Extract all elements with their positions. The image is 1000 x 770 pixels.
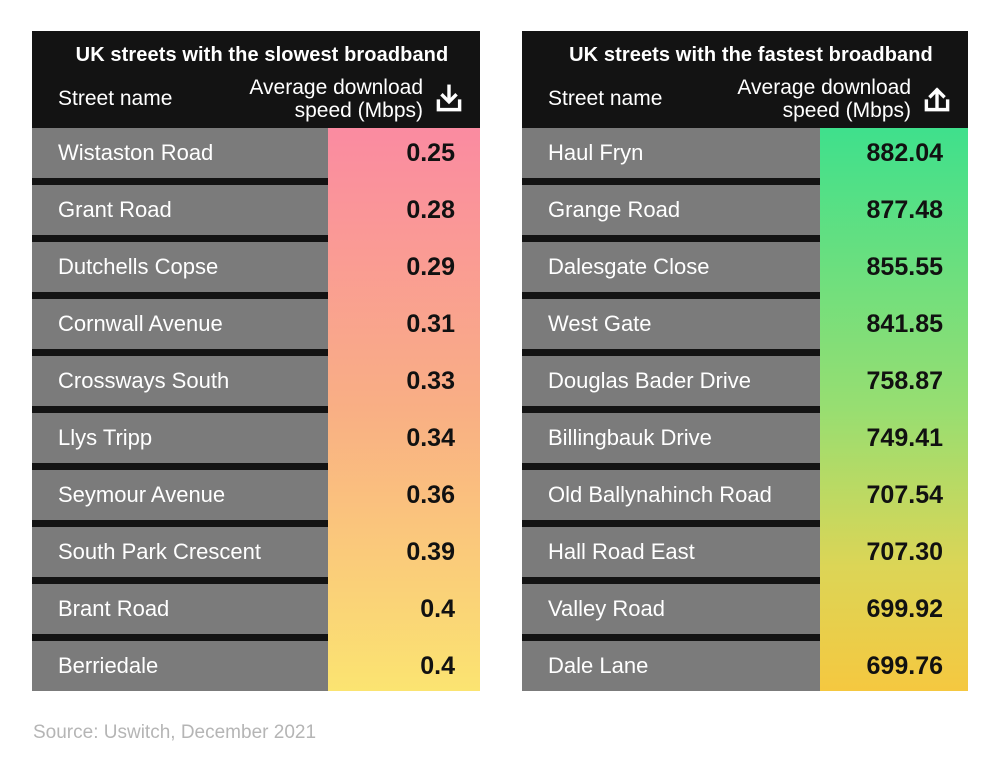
fastest-broadband-table: UK streets with the fastest broadband St… bbox=[522, 31, 968, 691]
table-row: Old Ballynahinch Road 707.54 bbox=[522, 470, 968, 520]
street-name-cell: Haul Fryn bbox=[522, 128, 820, 178]
table-row: Dutchells Copse 0.29 bbox=[32, 242, 480, 292]
table-row: West Gate 841.85 bbox=[522, 299, 968, 349]
street-name-cell: Grant Road bbox=[32, 185, 328, 235]
speed-value-cell: 749.41 bbox=[866, 423, 943, 452]
table-row: Crossways South 0.33 bbox=[32, 356, 480, 406]
slowest-speed-gradient-column bbox=[328, 128, 480, 691]
speed-column-header: Average download speed (Mbps) bbox=[249, 76, 423, 122]
speed-value-cell: 877.48 bbox=[866, 195, 943, 224]
street-name-column-header: Street name bbox=[58, 87, 173, 111]
street-name-column-header: Street name bbox=[548, 87, 663, 111]
speed-value-cell: 855.55 bbox=[866, 252, 943, 281]
street-name-cell: Wistaston Road bbox=[32, 128, 328, 178]
table-row: Billingbauk Drive 749.41 bbox=[522, 413, 968, 463]
speed-value-cell: 758.87 bbox=[866, 366, 943, 395]
street-name-cell: Cornwall Avenue bbox=[32, 299, 328, 349]
speed-column-header-line2: speed (Mbps) bbox=[782, 99, 911, 123]
street-name-cell: Llys Tripp bbox=[32, 413, 328, 463]
speed-value-cell: 0.29 bbox=[406, 252, 455, 281]
speed-value-cell: 0.28 bbox=[406, 195, 455, 224]
table-row: Cornwall Avenue 0.31 bbox=[32, 299, 480, 349]
speed-value-cell: 0.39 bbox=[406, 537, 455, 566]
street-name-cell: Berriedale bbox=[32, 641, 328, 691]
street-name-cell: Hall Road East bbox=[522, 527, 820, 577]
slowest-column-headers: Street name Average download speed (Mbps… bbox=[58, 76, 466, 122]
street-name-cell: West Gate bbox=[522, 299, 820, 349]
street-name-cell: Billingbauk Drive bbox=[522, 413, 820, 463]
fastest-table-body: Haul Fryn 882.04 Grange Road 877.48 Dale… bbox=[522, 128, 968, 691]
table-row: Hall Road East 707.30 bbox=[522, 527, 968, 577]
speed-value-cell: 0.25 bbox=[406, 138, 455, 167]
speed-value-cell: 0.4 bbox=[420, 594, 455, 623]
speed-column-header-group: Average download speed (Mbps) bbox=[737, 76, 954, 122]
street-name-cell: Grange Road bbox=[522, 185, 820, 235]
table-row: Grant Road 0.28 bbox=[32, 185, 480, 235]
street-name-cell: Valley Road bbox=[522, 584, 820, 634]
slowest-broadband-table: UK streets with the slowest broadband St… bbox=[32, 31, 480, 691]
download-arrow-icon bbox=[436, 84, 462, 112]
speed-column-header-line1: Average download bbox=[737, 76, 911, 99]
table-row: Douglas Bader Drive 758.87 bbox=[522, 356, 968, 406]
speed-value-cell: 707.30 bbox=[866, 537, 943, 566]
table-row: Wistaston Road 0.25 bbox=[32, 128, 480, 178]
street-name-cell: South Park Crescent bbox=[32, 527, 328, 577]
upload-arrow-icon bbox=[924, 87, 950, 112]
table-row: Brant Road 0.4 bbox=[32, 584, 480, 634]
street-name-cell: Dutchells Copse bbox=[32, 242, 328, 292]
speed-value-cell: 0.4 bbox=[420, 651, 455, 680]
speed-column-header-line2: speed (Mbps) bbox=[294, 99, 423, 123]
table-row: Valley Road 699.92 bbox=[522, 584, 968, 634]
speed-value-cell: 0.33 bbox=[406, 366, 455, 395]
speed-value-cell: 707.54 bbox=[866, 480, 943, 509]
fastest-table-header: UK streets with the fastest broadband St… bbox=[522, 31, 968, 128]
street-name-cell: Dalesgate Close bbox=[522, 242, 820, 292]
speed-value-cell: 699.76 bbox=[866, 651, 943, 680]
speed-value-cell: 841.85 bbox=[866, 309, 943, 338]
street-name-cell: Douglas Bader Drive bbox=[522, 356, 820, 406]
table-row: Berriedale 0.4 bbox=[32, 641, 480, 691]
table-row: Grange Road 877.48 bbox=[522, 185, 968, 235]
fastest-table-title: UK streets with the fastest broadband bbox=[569, 44, 933, 66]
table-row: Seymour Avenue 0.36 bbox=[32, 470, 480, 520]
slowest-table-header: UK streets with the slowest broadband St… bbox=[32, 31, 480, 128]
table-row: Dalesgate Close 855.55 bbox=[522, 242, 968, 292]
fastest-speed-gradient-column bbox=[820, 128, 968, 691]
table-row: South Park Crescent 0.39 bbox=[32, 527, 480, 577]
speed-column-header: Average download speed (Mbps) bbox=[737, 76, 911, 122]
speed-value-cell: 0.36 bbox=[406, 480, 455, 509]
speed-value-cell: 0.31 bbox=[406, 309, 455, 338]
table-row: Haul Fryn 882.04 bbox=[522, 128, 968, 178]
source-attribution: Source: Uswitch, December 2021 bbox=[33, 722, 317, 743]
street-name-cell: Dale Lane bbox=[522, 641, 820, 691]
slowest-table-body: Wistaston Road 0.25 Grant Road 0.28 Dutc… bbox=[32, 128, 480, 691]
street-name-cell: Old Ballynahinch Road bbox=[522, 470, 820, 520]
speed-column-header-line1: Average download bbox=[249, 76, 423, 99]
street-name-cell: Seymour Avenue bbox=[32, 470, 328, 520]
speed-value-cell: 882.04 bbox=[866, 138, 943, 167]
speed-value-cell: 699.92 bbox=[866, 594, 943, 623]
street-name-cell: Brant Road bbox=[32, 584, 328, 634]
speed-column-header-group: Average download speed (Mbps) bbox=[249, 76, 466, 122]
table-row: Llys Tripp 0.34 bbox=[32, 413, 480, 463]
slowest-table-title: UK streets with the slowest broadband bbox=[75, 44, 449, 66]
fastest-column-headers: Street name Average download speed (Mbps… bbox=[548, 76, 954, 122]
table-row: Dale Lane 699.76 bbox=[522, 641, 968, 691]
speed-value-cell: 0.34 bbox=[406, 423, 455, 452]
street-name-cell: Crossways South bbox=[32, 356, 328, 406]
